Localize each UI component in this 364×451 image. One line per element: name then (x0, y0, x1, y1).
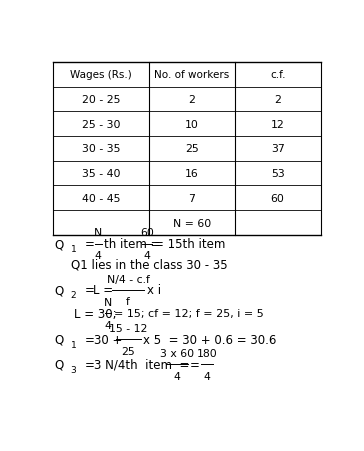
Text: 37: 37 (271, 144, 285, 154)
Text: =: = (85, 358, 95, 371)
Text: Q: Q (54, 333, 63, 346)
Text: c.f.: c.f. (270, 70, 285, 80)
Text: 1: 1 (71, 244, 76, 253)
Text: =: = (190, 358, 200, 371)
Text: 15 - 12: 15 - 12 (109, 323, 148, 333)
Text: 60: 60 (271, 193, 285, 203)
Text: 20 - 25: 20 - 25 (82, 95, 120, 105)
Text: 2: 2 (274, 95, 281, 105)
Text: =: = (85, 238, 95, 251)
Text: N = 60: N = 60 (173, 218, 211, 228)
Text: 4: 4 (143, 250, 150, 260)
Text: =: = (85, 284, 95, 297)
Text: 53: 53 (271, 169, 285, 179)
Text: 1: 1 (71, 340, 76, 349)
Text: 35 - 40: 35 - 40 (82, 169, 120, 179)
Text: No. of workers: No. of workers (154, 70, 230, 80)
Text: 2: 2 (71, 290, 76, 299)
Text: = 15; cf = 12; f = 25, i = 5: = 15; cf = 12; f = 25, i = 5 (114, 309, 264, 319)
Text: f: f (126, 296, 130, 306)
Text: N: N (104, 298, 112, 308)
Text: 3 x 60: 3 x 60 (160, 348, 194, 358)
Text: 25: 25 (185, 144, 199, 154)
Text: Wages (Rs.): Wages (Rs.) (70, 70, 132, 80)
Text: 4: 4 (95, 250, 102, 260)
Text: x 5  = 30 + 0.6 = 30.6: x 5 = 30 + 0.6 = 30.6 (143, 333, 276, 346)
Text: Q1 lies in the class 30 - 35: Q1 lies in the class 30 - 35 (71, 258, 228, 271)
Text: 30 - 35: 30 - 35 (82, 144, 120, 154)
Text: 16: 16 (185, 169, 199, 179)
Text: N: N (94, 228, 102, 238)
Text: x i: x i (147, 284, 161, 297)
Text: Q: Q (54, 358, 63, 371)
Text: N/4 - c.f: N/4 - c.f (107, 274, 150, 284)
Text: 4: 4 (203, 371, 210, 381)
Text: 180: 180 (197, 348, 217, 358)
Text: 40 - 45: 40 - 45 (82, 193, 120, 203)
Text: =: = (85, 333, 95, 346)
Text: 3 N/4th  item  =: 3 N/4th item = (94, 358, 189, 371)
Text: 25 - 30: 25 - 30 (82, 120, 120, 129)
Text: = 15th item: = 15th item (154, 238, 225, 251)
Text: Q: Q (54, 238, 63, 251)
Text: 10: 10 (185, 120, 199, 129)
Text: 2: 2 (189, 95, 195, 105)
Text: L = 30;: L = 30; (74, 307, 116, 320)
Text: Q: Q (54, 284, 63, 297)
Text: 4: 4 (173, 371, 180, 381)
Text: 3: 3 (71, 365, 76, 374)
Text: 60: 60 (140, 228, 154, 238)
Text: 30 +: 30 + (94, 333, 123, 346)
Text: 7: 7 (189, 193, 195, 203)
Text: 12: 12 (271, 120, 285, 129)
Text: th item =: th item = (104, 238, 161, 251)
Text: L =: L = (94, 284, 114, 297)
Text: 25: 25 (122, 346, 135, 356)
Text: 4: 4 (104, 320, 111, 330)
